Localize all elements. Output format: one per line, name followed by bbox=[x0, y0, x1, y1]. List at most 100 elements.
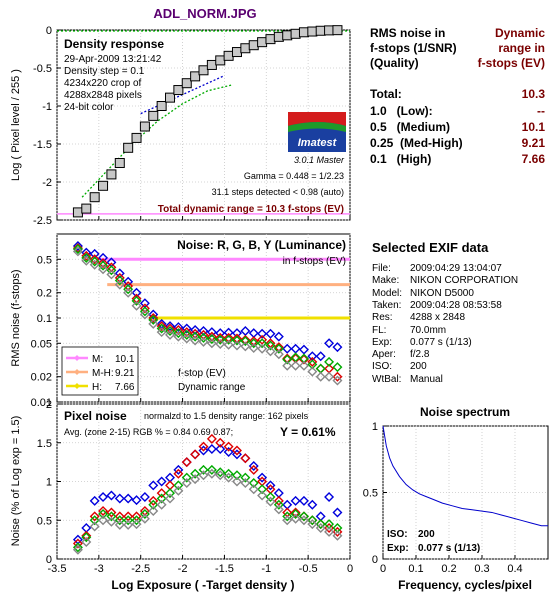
data-point bbox=[156, 493, 167, 504]
data-point bbox=[290, 360, 301, 371]
density-point bbox=[307, 26, 318, 37]
pixel-ylabel: Noise (% of Log exp = 1.5) bbox=[10, 416, 22, 547]
dr-row-total: Total: 10.3 bbox=[370, 87, 545, 103]
exif-key: WtBal: bbox=[372, 373, 402, 385]
data-point bbox=[206, 443, 217, 454]
spectrum-exp-value: 0.077 s (1/13) bbox=[418, 543, 480, 554]
noise-ylabel: RMS noise (f-stops) bbox=[10, 269, 22, 366]
data-point bbox=[165, 488, 176, 499]
data-point bbox=[114, 493, 125, 504]
legend-label: M-H: bbox=[92, 368, 114, 379]
data-point bbox=[206, 468, 217, 479]
density-point bbox=[89, 192, 100, 203]
data-point bbox=[106, 511, 117, 522]
x-tick-label: 0.2 bbox=[441, 563, 456, 575]
dr-row-value: 10.1 bbox=[521, 120, 545, 134]
exif-value: NIKON D5000 bbox=[410, 287, 474, 299]
exif-title: Selected EXIF data bbox=[372, 240, 489, 255]
data-point bbox=[231, 335, 242, 346]
data-point bbox=[248, 336, 259, 347]
y-tick-label: 1 bbox=[372, 421, 378, 433]
x-tick-label: -0.5 bbox=[299, 563, 318, 575]
data-point bbox=[131, 300, 142, 311]
data-point bbox=[173, 464, 184, 475]
data-point bbox=[123, 515, 134, 526]
y-tick-label: 0.5 bbox=[363, 488, 378, 500]
x-tick-label: -3.5 bbox=[48, 563, 67, 575]
data-point bbox=[148, 505, 159, 516]
data-point bbox=[315, 351, 326, 362]
data-point bbox=[156, 499, 167, 510]
data-point bbox=[223, 447, 234, 458]
exif-key: FL: bbox=[372, 324, 387, 336]
legend-marker bbox=[74, 383, 80, 389]
dr-row-label: 0.25 (Med-High) bbox=[370, 136, 463, 150]
legend-label: H: bbox=[92, 382, 102, 393]
data-point bbox=[282, 343, 293, 354]
data-point bbox=[81, 252, 92, 263]
data-point bbox=[156, 323, 167, 334]
density-point bbox=[72, 207, 83, 218]
data-point bbox=[231, 449, 242, 460]
y-tick-label: 0.02 bbox=[31, 372, 52, 384]
data-point bbox=[139, 509, 150, 520]
spectrum-xlabel: Frequency, cycles/pixel bbox=[398, 578, 532, 592]
data-point bbox=[139, 492, 150, 502]
data-point bbox=[206, 464, 217, 475]
exif-row: File: 2009:04:29 13:04:07 bbox=[372, 263, 502, 274]
data-point bbox=[332, 530, 343, 541]
spectrum-title: Noise spectrum bbox=[420, 405, 510, 419]
data-point bbox=[72, 542, 83, 553]
density-point bbox=[298, 27, 309, 38]
data-point bbox=[257, 338, 268, 349]
dr-header-line: f-stops (EV) bbox=[477, 56, 545, 70]
spectrum-exp-label: Exp: bbox=[387, 543, 409, 554]
data-point bbox=[215, 437, 226, 448]
data-point bbox=[148, 309, 159, 320]
spectrum-iso-label: ISO: bbox=[387, 529, 408, 540]
exif-value: 70.0mm bbox=[410, 324, 447, 336]
legend-marker bbox=[74, 369, 80, 375]
gamma-text: Gamma = 0.448 = 1/2.23 bbox=[244, 171, 344, 181]
data-point bbox=[106, 269, 117, 280]
data-point bbox=[215, 467, 226, 478]
data-point bbox=[123, 493, 134, 504]
exif-key: Res: bbox=[372, 312, 393, 324]
dr-row-low: 1.0 (Low): -- bbox=[370, 104, 545, 120]
data-point bbox=[148, 499, 159, 510]
data-point bbox=[282, 360, 293, 371]
rms-header-line: f-stops (1/SNR) bbox=[370, 41, 457, 55]
data-point bbox=[257, 472, 268, 483]
data-point bbox=[139, 303, 150, 314]
density-point bbox=[173, 85, 184, 96]
data-point bbox=[215, 334, 226, 345]
exif-value: f/2.8 bbox=[410, 349, 430, 361]
data-point bbox=[173, 328, 184, 339]
exif-row: Aper: f/2.8 bbox=[372, 349, 429, 360]
data-point bbox=[72, 538, 83, 549]
data-point bbox=[223, 334, 234, 345]
legend-note-fstop: f-stop (EV) bbox=[178, 368, 226, 379]
dr-row-label: Total: bbox=[370, 87, 402, 101]
data-point bbox=[324, 356, 335, 367]
data-point bbox=[240, 336, 251, 347]
data-point bbox=[131, 519, 142, 530]
exif-value: NIKON CORPORATION bbox=[410, 275, 519, 287]
density-info-line: Density step = 0.1 bbox=[64, 66, 145, 77]
density-point bbox=[206, 59, 217, 70]
pixel-avg-text: Avg. (zone 2-15) RGB % = 0.84 0.69 0.87; bbox=[64, 427, 233, 437]
exif-key: Model: bbox=[372, 287, 403, 299]
data-point bbox=[89, 256, 100, 267]
dr-row-med-high: 0.25 (Med-High) 9.21 bbox=[370, 136, 545, 152]
data-point bbox=[156, 488, 167, 499]
exif-value: 2009:04:28 08:53:58 bbox=[410, 299, 502, 311]
data-point bbox=[81, 250, 92, 261]
data-point bbox=[324, 338, 335, 349]
total-dr-text: Total dynamic range = 10.3 f-stops (EV) bbox=[158, 204, 344, 215]
y-tick-label: 0.1 bbox=[37, 313, 52, 325]
data-point bbox=[223, 472, 234, 483]
y-tick-label: 0 bbox=[46, 554, 52, 566]
data-point bbox=[198, 441, 209, 452]
data-point bbox=[315, 519, 326, 530]
data-point bbox=[165, 329, 176, 340]
